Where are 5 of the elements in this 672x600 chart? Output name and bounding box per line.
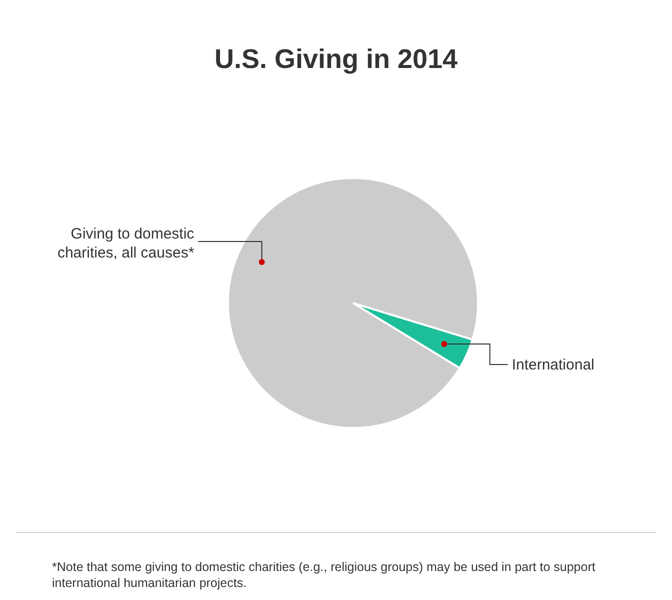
pie-slice	[227, 177, 479, 429]
slice-label: International	[512, 356, 594, 374]
text: *Note that some giving to domestic charities (e.g., religious groups) may be used in part to support international humanitarian projects.	[52, 559, 596, 591]
slice-label: Giving to domestic charities, all causes*	[57, 226, 195, 262]
chart-title: U.S. Giving in 2014	[213, 43, 459, 76]
